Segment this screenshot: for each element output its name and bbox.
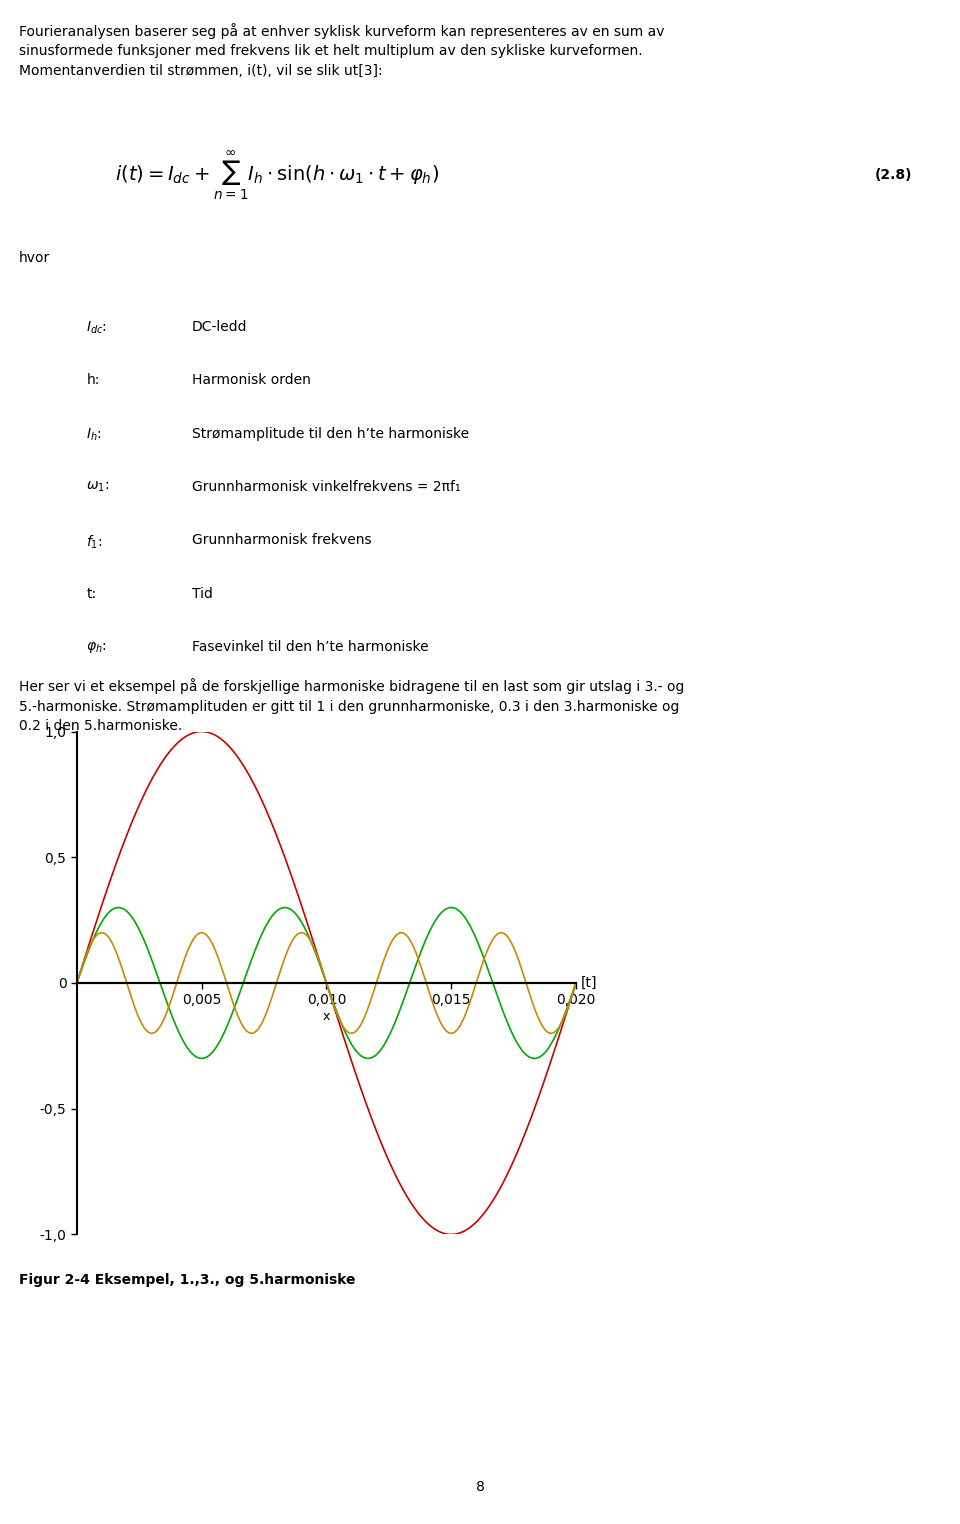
Text: Grunnharmonisk frekvens: Grunnharmonisk frekvens [192,533,372,547]
Text: $\varphi_h$:: $\varphi_h$: [86,640,108,655]
Text: (2.8): (2.8) [875,168,912,183]
Text: t:: t: [86,587,97,600]
Text: Tid: Tid [192,587,213,600]
Text: [t]: [t] [581,975,597,991]
Text: Fasevinkel til den h’te harmoniske: Fasevinkel til den h’te harmoniske [192,640,428,654]
Text: $I_h$:: $I_h$: [86,427,102,443]
Text: Fourieranalysen baserer seg på at enhver syklisk kurveform kan representeres av : Fourieranalysen baserer seg på at enhver… [19,23,664,78]
Text: Figur 2-4 Eksempel, 1.,3., og 5.harmoniske: Figur 2-4 Eksempel, 1.,3., og 5.harmonis… [19,1273,356,1286]
Text: Harmonisk orden: Harmonisk orden [192,373,311,387]
Text: $f_1$:: $f_1$: [86,533,103,550]
Text: $i(t) = I_{dc} + \sum_{n=1}^{\infty} I_h \cdot \sin(h \cdot \omega_1 \cdot t + \: $i(t) = I_{dc} + \sum_{n=1}^{\infty} I_h… [115,149,440,201]
X-axis label: x: x [323,1010,330,1023]
Text: 8: 8 [475,1480,485,1494]
Text: Her ser vi et eksempel på de forskjellige harmoniske bidragene til en last som g: Her ser vi et eksempel på de forskjellig… [19,678,684,733]
Text: Strømamplitude til den h’te harmoniske: Strømamplitude til den h’te harmoniske [192,427,469,440]
Text: $I_{dc}$:: $I_{dc}$: [86,320,108,337]
Text: hvor: hvor [19,251,51,265]
Text: DC-ledd: DC-ledd [192,320,248,334]
Text: h:: h: [86,373,100,387]
Text: $\omega_1$:: $\omega_1$: [86,480,109,494]
Text: Grunnharmonisk vinkelfrekvens = 2πf₁: Grunnharmonisk vinkelfrekvens = 2πf₁ [192,480,461,494]
